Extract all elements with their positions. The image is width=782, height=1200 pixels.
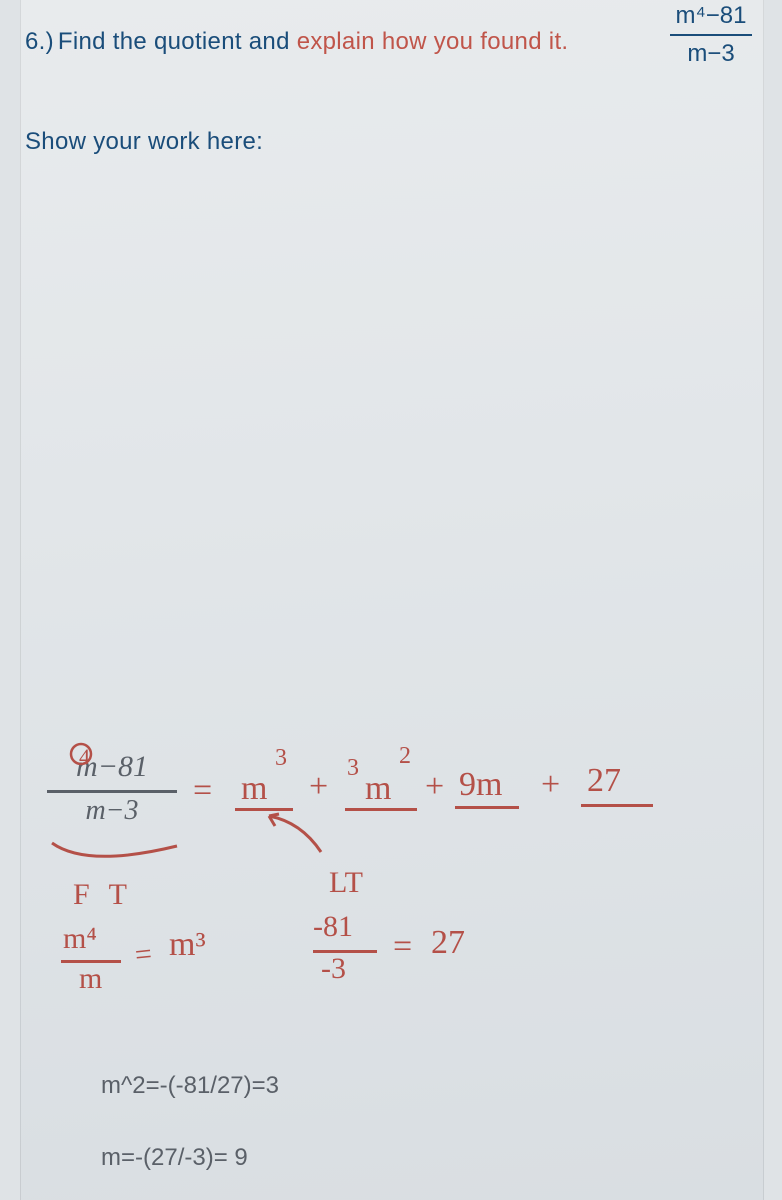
ft-eq: = <box>133 939 153 971</box>
question-fraction: m⁴−81 m−3 <box>661 2 761 68</box>
eq-sign: = <box>193 774 212 808</box>
lt-frac-bot: -3 <box>321 954 346 984</box>
work-fraction-bar <box>47 790 177 793</box>
question-prompt-a: Find the quotient and <box>58 28 297 55</box>
work-fraction-bot: m−3 <box>47 795 177 827</box>
lt-eq: = <box>393 930 412 964</box>
term3-underline <box>455 806 519 809</box>
ft-frac-bot: m <box>79 964 102 994</box>
work-frac-rest: −81 <box>98 750 148 783</box>
question-fraction-top: m⁴−81 <box>661 2 761 30</box>
question-prompt-red: explain how you found it. <box>297 28 569 55</box>
worksheet-page: 6.) Find the quotient and explain how yo… <box>20 0 764 1200</box>
term2-m: m <box>365 772 391 806</box>
correction-exp: 4 <box>79 744 90 770</box>
plus3: + <box>541 768 560 802</box>
show-work-label: Show your work here: <box>25 128 263 156</box>
term1-underline <box>235 808 293 811</box>
ft-result: m³ <box>169 928 206 962</box>
question-fraction-bot: m−3 <box>661 40 761 68</box>
printed-line-b: m=-(27/-3)= 9 <box>101 1144 248 1172</box>
ft-frac-top: m⁴ <box>63 924 97 954</box>
brace-under-fraction <box>47 838 187 878</box>
lt-label: LT <box>329 868 363 898</box>
term1-m: m <box>241 772 267 806</box>
term4: 27 <box>587 764 621 798</box>
term1-exp: 3 <box>275 746 287 770</box>
ft-label: F T <box>73 880 133 910</box>
question-fraction-bar <box>670 34 752 36</box>
question-row: 6.) Find the quotient and explain how yo… <box>25 28 645 56</box>
lt-result: 27 <box>431 926 465 960</box>
lt-frac-top: -81 <box>313 912 353 942</box>
term2-coef: 3 <box>347 756 359 780</box>
plus2: + <box>425 770 444 804</box>
term2-exp: 2 <box>399 744 411 768</box>
printed-line-a: m^2=-(-81/27)=3 <box>101 1072 279 1100</box>
question-number: 6.) <box>25 28 54 55</box>
term3: 9m <box>459 768 502 802</box>
term4-underline <box>581 804 653 807</box>
plus1: + <box>309 770 328 804</box>
term2-underline <box>345 808 417 811</box>
arrow-up-icon <box>251 812 351 862</box>
